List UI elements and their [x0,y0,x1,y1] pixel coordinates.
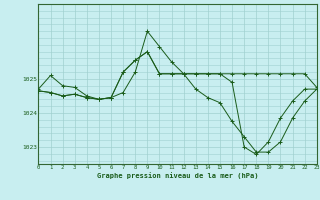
X-axis label: Graphe pression niveau de la mer (hPa): Graphe pression niveau de la mer (hPa) [97,172,258,179]
